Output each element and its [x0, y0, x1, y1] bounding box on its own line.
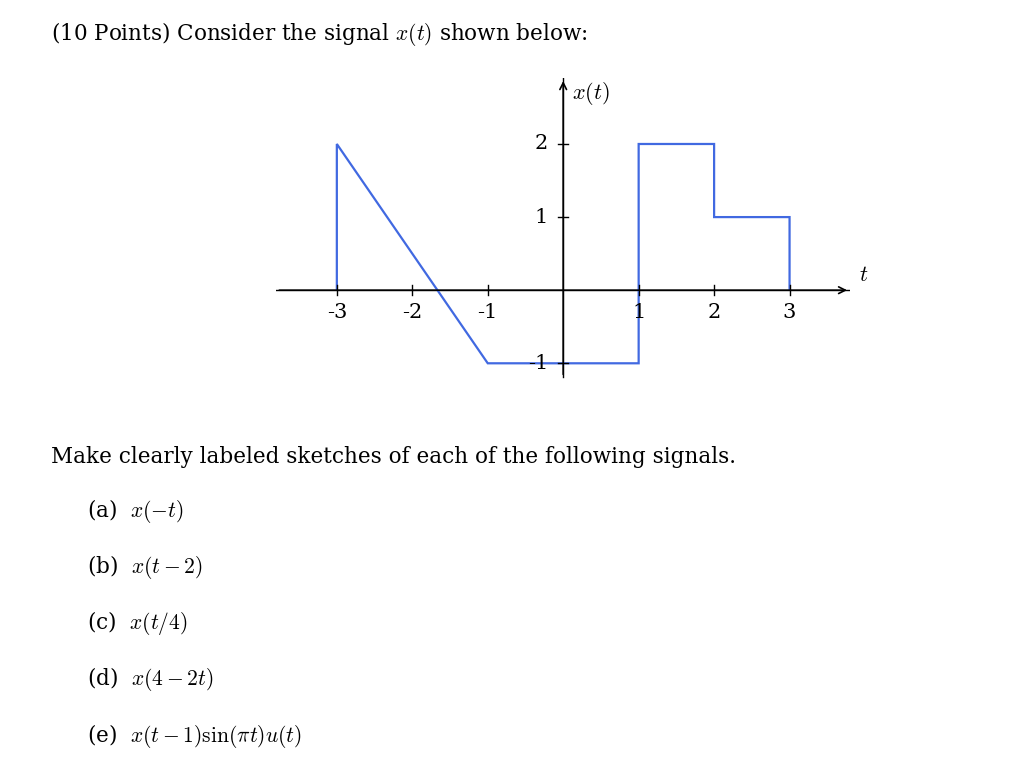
Text: -1: -1 [527, 353, 548, 373]
Text: (10 Points) Consider the signal $x(t)$ shown below:: (10 Points) Consider the signal $x(t)$ s… [51, 20, 588, 48]
Text: -2: -2 [402, 303, 423, 322]
Text: -3: -3 [327, 303, 347, 322]
Text: (a)  $x(-t)$: (a) $x(-t)$ [87, 497, 183, 525]
Text: 2: 2 [708, 303, 721, 322]
Text: -1: -1 [477, 303, 498, 322]
Text: 2: 2 [535, 135, 548, 153]
Text: 1: 1 [632, 303, 645, 322]
Text: 1: 1 [535, 207, 548, 227]
Text: (b)  $x(t-2)$: (b) $x(t-2)$ [87, 553, 203, 581]
Text: $t$: $t$ [859, 264, 868, 285]
Text: (d)  $x(4-2t)$: (d) $x(4-2t)$ [87, 665, 214, 694]
Text: (c)  $x(t/4)$: (c) $x(t/4)$ [87, 609, 187, 637]
Text: Make clearly labeled sketches of each of the following signals.: Make clearly labeled sketches of each of… [51, 446, 736, 468]
Text: (e)  $x(t-1)\sin(\pi t)u(t)$: (e) $x(t-1)\sin(\pi t)u(t)$ [87, 722, 302, 750]
Text: $x(t)$: $x(t)$ [572, 81, 610, 107]
Text: 3: 3 [783, 303, 797, 322]
